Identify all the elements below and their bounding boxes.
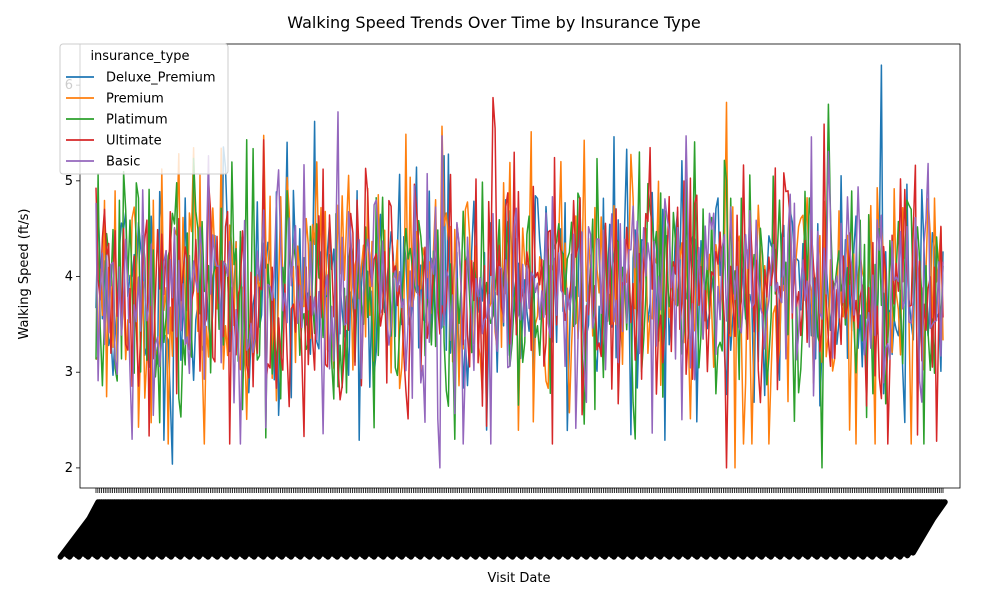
- x-tick-labels: [57, 499, 948, 560]
- plot-area: [79, 43, 961, 489]
- legend-box: [59, 43, 229, 175]
- legend-label: Premium: [106, 92, 164, 107]
- legend: insurance_type Deluxe_Premium Premium Plati…: [59, 43, 229, 175]
- series-line-basic: [95, 111, 944, 469]
- x-axis-label: Visit Date: [488, 571, 551, 586]
- y-tick-label: 4: [65, 270, 73, 285]
- y-tick-label: 3: [65, 365, 73, 380]
- y-tick-label: 2: [65, 461, 73, 476]
- axes-frame: [79, 43, 961, 489]
- legend-label: Ultimate: [106, 134, 162, 149]
- y-axis-label: Walking Speed (ft/s): [17, 209, 32, 340]
- x-tick-marks: [95, 488, 944, 493]
- legend-label: Platimum: [106, 113, 168, 128]
- y-tick-label: 5: [65, 174, 73, 189]
- legend-label: Deluxe_Premium: [106, 71, 216, 86]
- legend-title: insurance_type: [90, 49, 189, 64]
- legend-label: Basic: [106, 155, 140, 170]
- x-axis-ticks: [57, 488, 948, 560]
- chart-title: Walking Speed Trends Over Time by Insura…: [287, 13, 700, 32]
